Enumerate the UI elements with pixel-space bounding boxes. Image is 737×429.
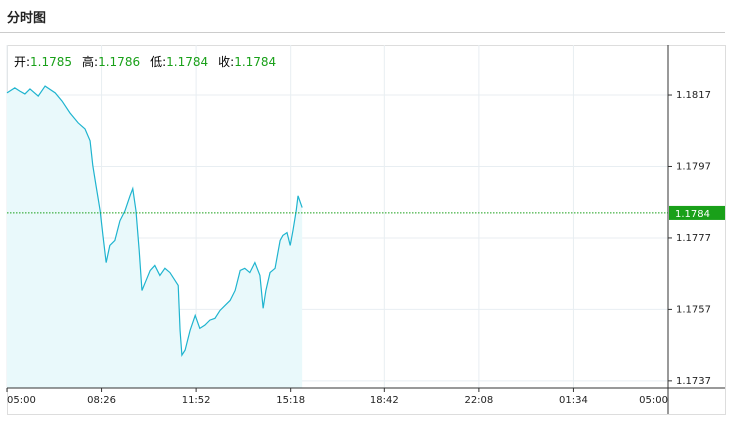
line xyxy=(6,85,303,357)
stat: 低:1.1784 xyxy=(150,53,208,70)
x-tick-label: 15:18 xyxy=(276,395,305,406)
stat-label: 收: xyxy=(218,55,235,69)
x-tick-label: 18:42 xyxy=(370,395,399,406)
stat-label: 低: xyxy=(150,55,167,69)
x-tick-label: 05:00 xyxy=(639,395,668,406)
x-tick-label: 08:26 xyxy=(87,395,116,406)
stats: 开:1.1785 高:1.1786 低:1.1784 收:1.1784 xyxy=(14,53,276,70)
stat-value: 1.1784 xyxy=(166,55,209,69)
x-tick-label: 05:00 xyxy=(7,395,36,406)
x-tick-label: 22:08 xyxy=(464,395,493,406)
y-tick-label: 1.1737 xyxy=(676,376,711,387)
stat: 收:1.1784 xyxy=(218,53,276,70)
divider xyxy=(0,32,725,33)
area xyxy=(7,86,303,389)
page-title: 分时图 xyxy=(7,11,47,26)
x-tick-label: 01:34 xyxy=(559,395,588,406)
y-tick-label: 1.1817 xyxy=(676,90,711,101)
y-tick-label: 1.1797 xyxy=(676,161,711,172)
stat-value: 1.1785 xyxy=(30,55,73,69)
y-tick-label: 1.1757 xyxy=(676,304,711,315)
last-price-box xyxy=(669,205,725,220)
stat: 开:1.1785 xyxy=(14,53,72,70)
y-tick-label: 1.1777 xyxy=(676,233,711,244)
stat-label: 开: xyxy=(14,55,31,69)
stat-value: 1.1784 xyxy=(234,55,277,69)
last-price-label: 1.1784 xyxy=(675,209,710,220)
stat-label: 高: xyxy=(82,55,99,69)
stat-value: 1.1786 xyxy=(98,55,141,69)
x-tick-label: 11:52 xyxy=(182,395,211,406)
stat: 高:1.1786 xyxy=(82,53,140,70)
